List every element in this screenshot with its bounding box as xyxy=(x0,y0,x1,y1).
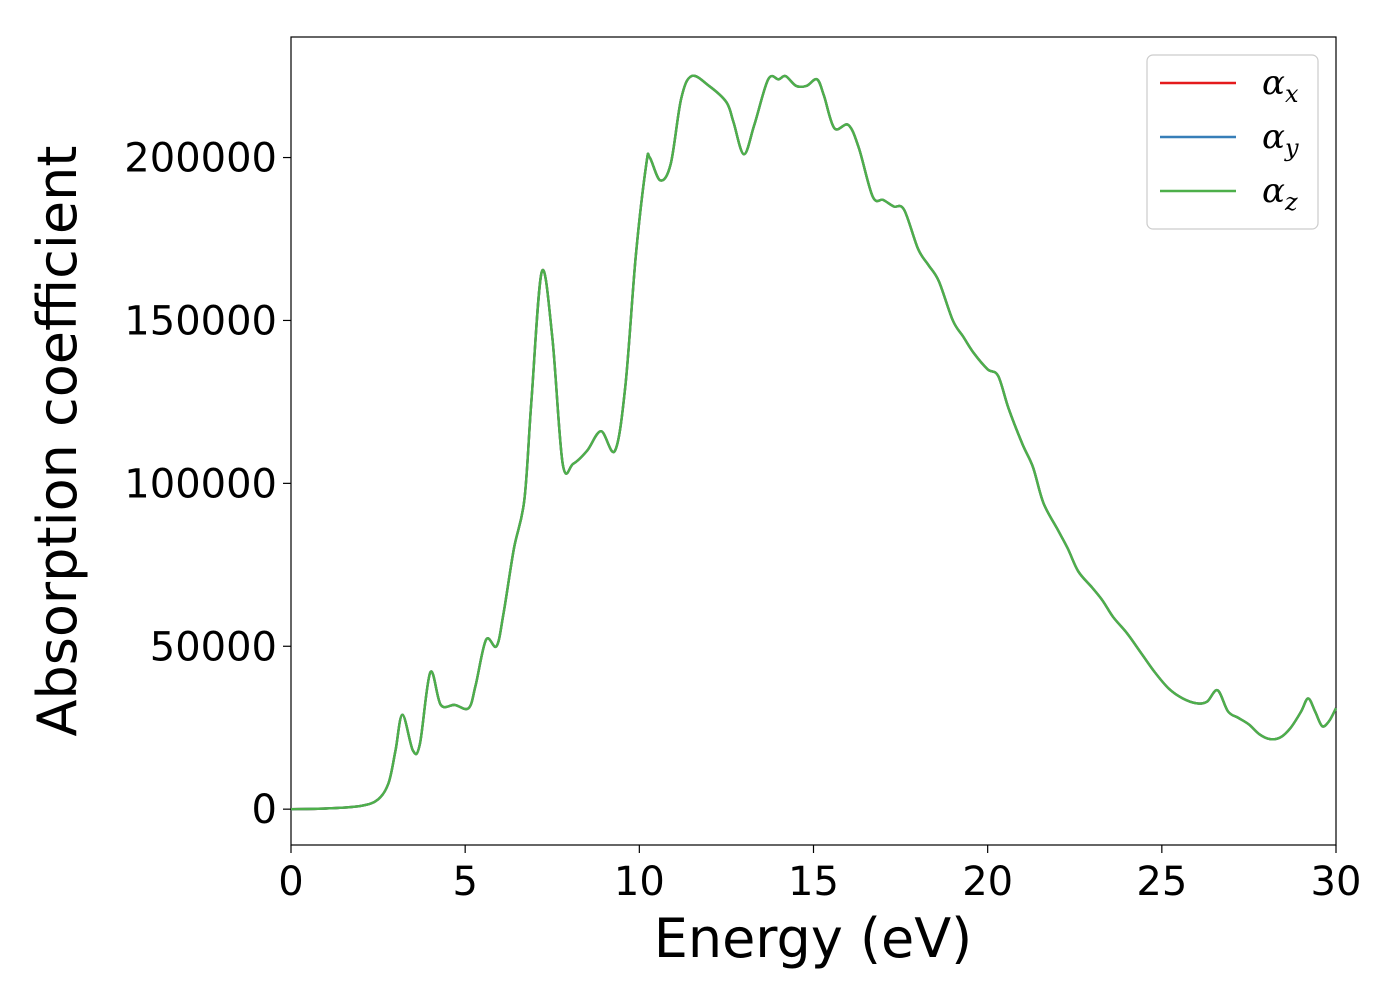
x-tick-label: 30 xyxy=(1311,859,1362,905)
y-axis-label: Absorption coefficient xyxy=(26,146,89,737)
legend-label-z: αz xyxy=(1262,171,1298,216)
y-tick-label: 0 xyxy=(252,787,277,833)
legend-subscript: x xyxy=(1285,80,1299,108)
legend-symbol: α xyxy=(1262,171,1285,211)
series-line-z xyxy=(290,74,1338,811)
x-tick-label: 0 xyxy=(278,859,303,905)
y-tick-label: 50000 xyxy=(150,624,277,670)
series-layer xyxy=(290,74,1338,811)
x-tick-label: 15 xyxy=(788,859,839,905)
legend-subscript: y xyxy=(1284,134,1299,162)
y-tick-label: 100000 xyxy=(124,461,277,507)
x-tick-label: 25 xyxy=(1136,859,1187,905)
legend-symbol: α xyxy=(1262,117,1285,157)
y-ticks: 0 50000 100000 150000 200000 xyxy=(124,136,291,833)
legend-subscript: z xyxy=(1284,188,1298,216)
legend-label-x: αx xyxy=(1262,63,1299,108)
legend-box xyxy=(1146,54,1319,230)
x-tick-label: 20 xyxy=(962,859,1013,905)
x-tick-label: 5 xyxy=(452,859,477,905)
y-tick-label: 150000 xyxy=(124,298,277,344)
x-ticks: 0 5 10 15 20 25 30 xyxy=(278,845,1361,905)
x-tick-label: 10 xyxy=(614,859,665,905)
legend-symbol: α xyxy=(1262,63,1285,103)
x-axis-label: Energy (eV) xyxy=(654,907,973,970)
y-tick-label: 200000 xyxy=(124,136,277,182)
legend-label-y: αy xyxy=(1262,117,1299,162)
